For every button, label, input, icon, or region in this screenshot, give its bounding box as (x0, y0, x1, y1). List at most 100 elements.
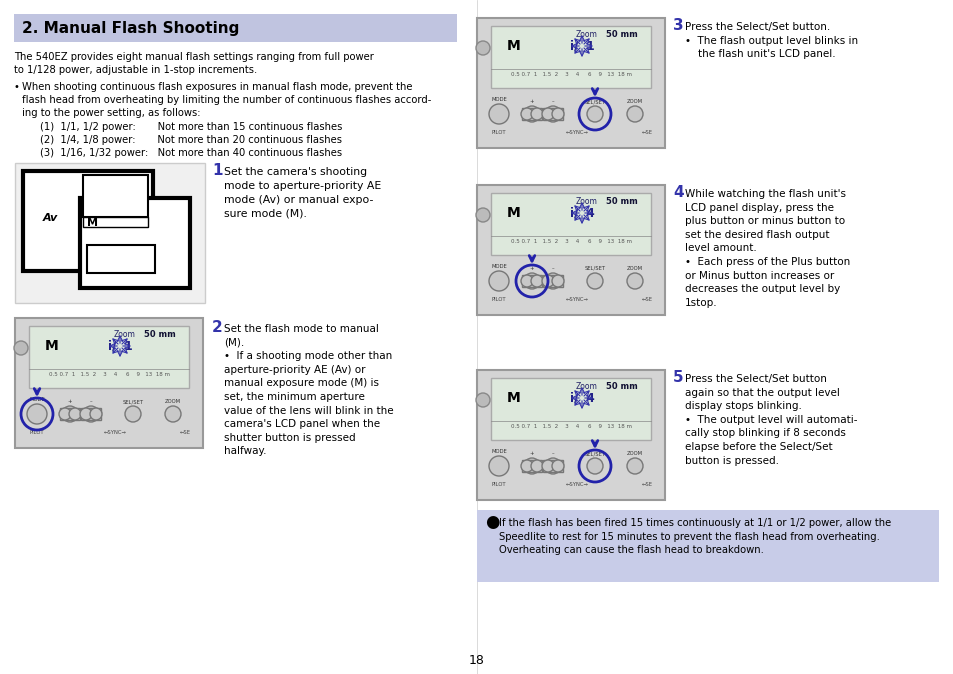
Circle shape (541, 275, 554, 287)
Circle shape (90, 408, 102, 420)
Text: ZOOM: ZOOM (626, 99, 642, 104)
Text: M: M (506, 39, 520, 53)
Text: 1: 1 (212, 163, 222, 178)
Circle shape (626, 106, 642, 122)
Circle shape (523, 458, 539, 474)
Text: –: – (90, 399, 92, 404)
Circle shape (165, 406, 181, 422)
Text: PILOT: PILOT (491, 130, 506, 135)
Text: i/  1: i/ 1 (569, 40, 594, 53)
Text: PILOT: PILOT (491, 482, 506, 487)
Bar (60, 408, 80, 420)
Text: ←SYNC→: ←SYNC→ (565, 297, 588, 302)
Circle shape (520, 275, 533, 287)
Text: PILOT: PILOT (30, 430, 44, 435)
Bar (83, 217, 148, 227)
Text: When shooting continuous flash exposures in manual flash mode, prevent the
flash: When shooting continuous flash exposures… (22, 82, 431, 119)
Text: ←SE: ←SE (640, 297, 652, 302)
Circle shape (489, 104, 509, 124)
Text: MODE: MODE (30, 397, 45, 402)
Text: 18: 18 (469, 654, 484, 667)
Bar (476, 510, 938, 582)
Circle shape (27, 404, 47, 424)
Bar (15, 318, 203, 448)
Text: (2)  1/4, 1/8 power:       Not more than 20 continuous flashes: (2) 1/4, 1/8 power: Not more than 20 con… (40, 135, 341, 145)
Text: –: – (551, 266, 554, 271)
Text: Set the camera's shooting
mode to aperture-priority AE
mode (Av) or manual expo-: Set the camera's shooting mode to apertu… (224, 167, 381, 219)
Text: ←SE: ←SE (640, 130, 652, 135)
Text: MODE: MODE (491, 449, 506, 454)
Text: ZOOM: ZOOM (165, 399, 181, 404)
Text: –: – (551, 451, 554, 456)
Bar (87, 245, 154, 273)
Bar (14, 14, 456, 42)
Bar (542, 108, 562, 120)
Text: –: – (551, 99, 554, 104)
Circle shape (523, 273, 539, 289)
Text: +: + (529, 266, 534, 271)
Text: MODE: MODE (491, 264, 506, 269)
Text: Zoom: Zoom (576, 382, 598, 391)
Bar (81, 408, 101, 420)
Text: 4: 4 (672, 185, 683, 200)
Circle shape (14, 341, 28, 355)
Text: ←SYNC→: ←SYNC→ (104, 430, 127, 435)
Text: ZOOM: ZOOM (626, 451, 642, 456)
Text: 2: 2 (212, 320, 222, 335)
Text: Set the flash mode to manual
(M).
•  If a shooting mode other than
aperture-prio: Set the flash mode to manual (M). • If a… (224, 324, 394, 456)
Text: MODE: MODE (491, 97, 506, 102)
Bar (491, 193, 650, 255)
Circle shape (476, 393, 490, 407)
Text: While watching the flash unit's
LCD panel display, press the
plus button or minu: While watching the flash unit's LCD pane… (684, 189, 849, 308)
Bar (476, 18, 664, 148)
Text: M: M (506, 206, 520, 220)
Circle shape (83, 406, 99, 422)
Bar (521, 275, 541, 287)
Bar (542, 275, 562, 287)
Text: M: M (45, 339, 59, 353)
Circle shape (80, 408, 91, 420)
Text: i/  4: i/ 4 (569, 206, 594, 220)
Circle shape (520, 108, 533, 120)
Circle shape (125, 406, 141, 422)
Text: ZOOM: ZOOM (626, 266, 642, 271)
Bar (491, 26, 650, 88)
Text: If the flash has been fired 15 times continuously at 1/1 or 1/2 power, allow the: If the flash has been fired 15 times con… (498, 518, 890, 555)
Text: •: • (14, 82, 20, 92)
Bar (542, 460, 562, 472)
Circle shape (586, 458, 602, 474)
Text: +: + (68, 399, 72, 404)
Text: 3: 3 (672, 18, 683, 33)
Circle shape (544, 273, 560, 289)
Text: Press the Select/Set button
again so that the output level
display stops blinkin: Press the Select/Set button again so tha… (684, 374, 857, 466)
Circle shape (626, 273, 642, 289)
Text: ←SYNC→: ←SYNC→ (565, 482, 588, 487)
Text: Press the Select/Set button.
•  The flash output level blinks in
    the flash u: Press the Select/Set button. • The flash… (684, 22, 858, 59)
Text: 2. Manual Flash Shooting: 2. Manual Flash Shooting (22, 20, 239, 36)
Bar (491, 378, 650, 440)
Text: SEL/SET: SEL/SET (584, 451, 605, 456)
Bar (476, 370, 664, 500)
Text: +: + (529, 451, 534, 456)
Circle shape (489, 456, 509, 476)
Text: SEL/SET: SEL/SET (584, 266, 605, 271)
Text: Av: Av (43, 213, 58, 223)
Circle shape (586, 273, 602, 289)
Text: ←SYNC→: ←SYNC→ (565, 130, 588, 135)
Text: (3)  1/16, 1/32 power:   Not more than 40 continuous flashes: (3) 1/16, 1/32 power: Not more than 40 c… (40, 148, 342, 158)
Circle shape (552, 460, 563, 472)
Text: 50 mm: 50 mm (605, 30, 638, 39)
Circle shape (552, 108, 563, 120)
Text: 50 mm: 50 mm (605, 197, 638, 206)
Bar (23, 171, 152, 271)
Text: 0.5 0.7  1   1.5  2    3    4     6    9   13  18 m: 0.5 0.7 1 1.5 2 3 4 6 9 13 18 m (50, 372, 171, 377)
Text: (1)  1/1, 1/2 power:       Not more than 15 continuous flashes: (1) 1/1, 1/2 power: Not more than 15 con… (40, 122, 342, 132)
Text: M: M (87, 218, 98, 228)
Text: PILOT: PILOT (491, 297, 506, 302)
Circle shape (531, 275, 542, 287)
Circle shape (59, 408, 71, 420)
Circle shape (69, 408, 81, 420)
Circle shape (626, 458, 642, 474)
Text: 50 mm: 50 mm (605, 382, 638, 391)
Bar (83, 175, 148, 217)
